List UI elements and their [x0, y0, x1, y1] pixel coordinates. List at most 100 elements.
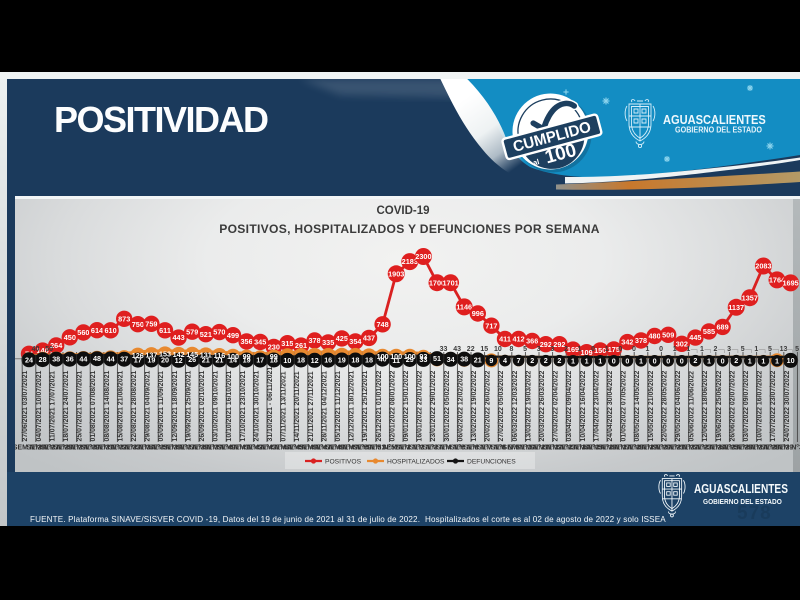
svg-text:28: 28: [39, 355, 47, 364]
svg-text:509: 509: [662, 330, 674, 339]
svg-text:445: 445: [689, 333, 701, 342]
svg-text:22: 22: [467, 346, 475, 353]
svg-text:261: 261: [295, 341, 307, 350]
svg-text:3: 3: [550, 346, 554, 353]
svg-text:109: 109: [581, 348, 593, 357]
svg-text:SEM N°9: SEM N°9: [491, 444, 520, 452]
svg-text:137: 137: [145, 350, 157, 359]
svg-text:2300: 2300: [415, 252, 431, 261]
svg-text:SEM N°18: SEM N°18: [611, 444, 643, 452]
svg-text:SEM N°19: SEM N°19: [625, 444, 657, 452]
svg-text:38: 38: [460, 355, 468, 364]
svg-text:17/10/2021 23/10/2021: 17/10/2021 23/10/2021: [240, 370, 247, 441]
svg-text:SEM N°3: SEM N°3: [409, 444, 438, 452]
svg-text:10: 10: [283, 356, 291, 365]
svg-text:18: 18: [351, 356, 359, 365]
svg-text:150: 150: [594, 346, 606, 355]
svg-text:378: 378: [635, 336, 647, 345]
svg-text:12/09/2021 18/09/2021: 12/09/2021 18/09/2021: [172, 370, 179, 441]
svg-text:DEFUNCIONES: DEFUNCIONES: [467, 459, 516, 466]
svg-text:SEM N°30: SEM N°30: [774, 444, 800, 452]
svg-text:19: 19: [147, 356, 155, 365]
svg-text:43: 43: [453, 346, 461, 353]
svg-text:33: 33: [419, 355, 427, 364]
svg-text:HOSPITALIZADOS: HOSPITALIZADOS: [387, 459, 445, 466]
svg-text:29: 29: [406, 355, 414, 364]
svg-text:SEM N°47: SEM N°47: [298, 444, 330, 452]
svg-text:5: 5: [741, 346, 745, 353]
svg-text:22/08/2021 28/08/2021: 22/08/2021 28/08/2021: [131, 370, 138, 441]
svg-text:99: 99: [270, 352, 278, 361]
svg-text:12/12/2021 18/12/2021: 12/12/2021 18/12/2021: [349, 370, 356, 441]
svg-text:SEM N°29: SEM N°29: [54, 444, 86, 452]
svg-text:9: 9: [489, 356, 493, 365]
svg-text:SEM N°51: SEM N°51: [353, 444, 385, 452]
svg-text:40: 40: [32, 346, 40, 353]
svg-text:12: 12: [311, 356, 319, 365]
svg-text:15/05/2022 21/05/2022: 15/05/2022 21/05/2022: [648, 370, 655, 441]
svg-text:356: 356: [241, 337, 253, 346]
svg-text:1695: 1695: [782, 279, 798, 288]
svg-text:SEM N°46: SEM N°46: [285, 444, 317, 452]
svg-text:24/10/2021 30/10/2021: 24/10/2021 30/10/2021: [253, 370, 260, 441]
svg-text:2: 2: [544, 356, 548, 365]
svg-text:93: 93: [419, 352, 427, 361]
svg-text:411: 411: [499, 335, 511, 344]
svg-text:1: 1: [646, 346, 650, 353]
svg-text:570: 570: [213, 328, 225, 337]
svg-text:26/06/2022 02/07/2022: 26/06/2022 02/07/2022: [729, 370, 736, 441]
svg-text:1: 1: [686, 346, 690, 353]
svg-text:01/08/2021 07/08/2021: 01/08/2021 07/08/2021: [90, 370, 97, 441]
svg-text:10/10/2021 16/10/2021: 10/10/2021 16/10/2021: [226, 370, 233, 441]
svg-text:0: 0: [618, 346, 622, 353]
svg-text:20: 20: [161, 355, 169, 364]
svg-text:14/11/2021 20/11/2021: 14/11/2021 20/11/2021: [294, 371, 301, 441]
svg-text:0: 0: [659, 346, 663, 353]
svg-text:2: 2: [557, 356, 561, 365]
svg-text:50: 50: [45, 346, 53, 353]
svg-text:34: 34: [447, 355, 455, 364]
svg-text:315: 315: [281, 339, 293, 348]
svg-text:SEM N°28: SEM N°28: [747, 444, 779, 452]
svg-text:1137: 1137: [728, 303, 744, 312]
svg-text:3: 3: [727, 346, 731, 353]
svg-text:1903: 1903: [388, 269, 404, 278]
svg-text:437: 437: [363, 334, 375, 343]
svg-text:AGUASCALIENTES: AGUASCALIENTES: [694, 482, 788, 496]
svg-text:36: 36: [66, 355, 74, 364]
svg-text:SEM N°22: SEM N°22: [666, 444, 698, 452]
svg-text:2: 2: [714, 346, 718, 353]
svg-text:25/07/2021 31/07/2021: 25/07/2021 31/07/2021: [77, 370, 84, 441]
svg-text:19/09/2021 25/09/2021: 19/09/2021 25/09/2021: [185, 370, 192, 441]
svg-text:SEM N°10: SEM N°10: [502, 444, 534, 452]
svg-text:05/09/2021 11/09/2021: 05/09/2021 11/09/2021: [158, 371, 165, 442]
svg-text:SEM N°45: SEM N°45: [271, 444, 303, 452]
svg-text:al: al: [532, 157, 540, 167]
svg-text:560: 560: [77, 328, 89, 337]
svg-text:116: 116: [214, 351, 226, 360]
svg-text:SEM N°48: SEM N°48: [312, 444, 344, 452]
svg-text:SEM N°44: SEM N°44: [258, 444, 290, 452]
svg-text:10/07/2022 16/07/2022: 10/07/2022 16/07/2022: [757, 370, 764, 441]
svg-text:44: 44: [107, 354, 115, 363]
svg-text:10/04/2022 16/04/2022: 10/04/2022 16/04/2022: [580, 370, 587, 441]
svg-text:17: 17: [134, 356, 142, 365]
svg-text:99: 99: [243, 352, 251, 361]
svg-text:18: 18: [270, 356, 278, 365]
svg-text:48: 48: [93, 354, 101, 363]
svg-text:480: 480: [649, 332, 661, 341]
svg-text:03/10/2021 09/10/2021: 03/10/2021 09/10/2021: [213, 370, 220, 441]
svg-text:3: 3: [537, 346, 541, 353]
svg-text:2: 2: [693, 356, 697, 365]
svg-text:SEM N°15: SEM N°15: [570, 444, 602, 452]
svg-text:19: 19: [338, 356, 346, 365]
svg-text:SEM N°27: SEM N°27: [26, 444, 58, 452]
svg-text:0: 0: [625, 356, 629, 365]
svg-text:0: 0: [612, 356, 616, 365]
svg-text:SEM N°30: SEM N°30: [67, 444, 99, 452]
svg-text:1: 1: [707, 356, 711, 365]
svg-text:450: 450: [64, 333, 76, 342]
svg-text:16/01/2022 22/01/2022: 16/01/2022 22/01/2022: [417, 370, 424, 441]
svg-text:11/07/2021 17/07/2021: 11/07/2021 17/07/2021: [49, 371, 56, 442]
svg-text:1: 1: [639, 356, 643, 365]
